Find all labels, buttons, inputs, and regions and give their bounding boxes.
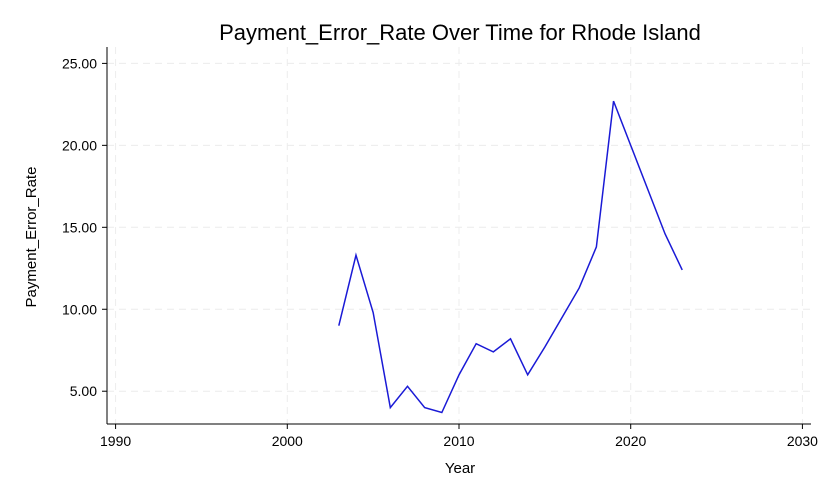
x-tick-label: 2000: [272, 433, 303, 449]
y-tick-label: 15.00: [62, 219, 97, 235]
y-tick-label: 25.00: [62, 55, 97, 71]
y-tick-label: 10.00: [62, 301, 97, 317]
ticks-layer: 1990 2000 2010 2020 2030 5.00 10.00 15.00 20.00 2…: [62, 55, 818, 449]
chart-title: Payment_Error_Rate Over Time for Rhode I…: [219, 20, 701, 45]
x-tick-label: 2030: [787, 433, 818, 449]
y-axis-label: Payment_Error_Rate: [23, 167, 40, 308]
y-tick-label: 20.00: [62, 137, 97, 153]
x-tick-label: 1990: [100, 433, 131, 449]
x-axis-label: Year: [445, 460, 475, 477]
series-line: [338, 100, 683, 414]
x-tick-label: 2010: [443, 433, 474, 449]
series-layer: [338, 100, 683, 414]
y-tick-label: 5.00: [70, 383, 97, 399]
x-tick-label: 2020: [615, 433, 646, 449]
grid-layer: [107, 47, 811, 424]
